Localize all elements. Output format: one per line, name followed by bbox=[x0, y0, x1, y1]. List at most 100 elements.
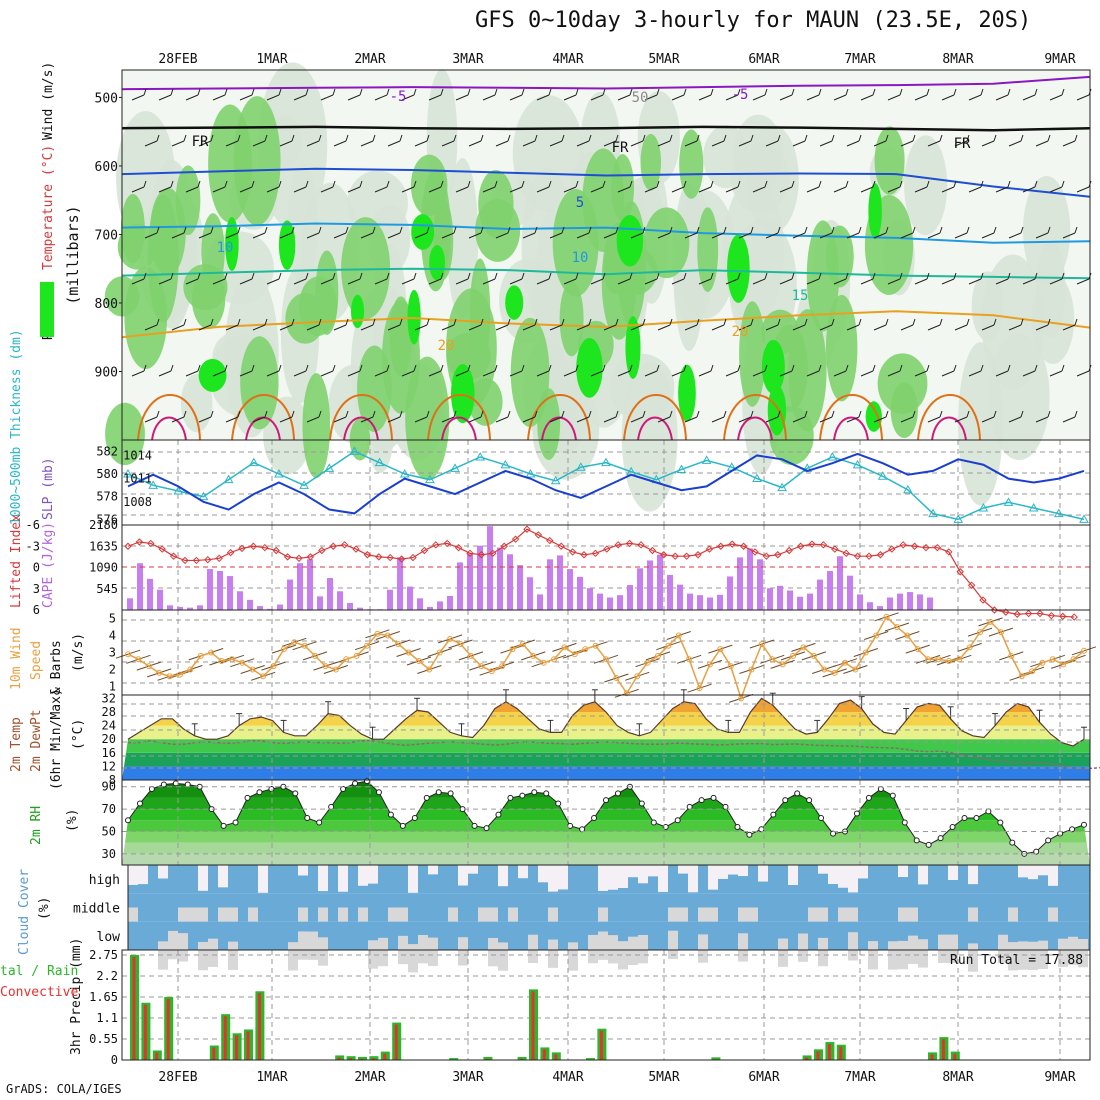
cloud-high-cell bbox=[318, 865, 328, 892]
wind-barb bbox=[617, 278, 631, 285]
wind-barb bbox=[671, 278, 685, 285]
cloud-low-cell bbox=[168, 930, 178, 960]
temp-tick-label: 8 bbox=[109, 773, 116, 787]
cape-bar bbox=[807, 593, 813, 610]
wind-barb bbox=[1022, 186, 1036, 193]
wind-barb bbox=[318, 318, 322, 326]
wind-barb bbox=[642, 318, 646, 326]
wind-barb bbox=[291, 134, 295, 142]
cape-bar bbox=[307, 559, 313, 610]
cape-bar bbox=[787, 590, 793, 610]
wind-barb bbox=[374, 370, 388, 377]
wind-barb bbox=[738, 232, 752, 239]
temp-band bbox=[122, 698, 1090, 712]
wind-speed-point bbox=[343, 656, 350, 663]
wind-speed-point bbox=[842, 659, 848, 666]
wind-speed-point bbox=[239, 659, 246, 666]
rh-point bbox=[507, 794, 514, 801]
wind-barb bbox=[588, 410, 592, 418]
rh-band bbox=[122, 797, 1090, 810]
wind-barb bbox=[629, 88, 633, 96]
wind-speed-point bbox=[384, 632, 391, 639]
cape-bar bbox=[297, 563, 303, 610]
cape-bar bbox=[447, 595, 453, 610]
wind-barb bbox=[576, 324, 590, 331]
contour-label: 10 bbox=[217, 240, 234, 256]
wind-barb bbox=[197, 272, 201, 280]
wind-barb bbox=[224, 180, 228, 188]
wind-barb bbox=[494, 180, 498, 188]
wind-speed-point bbox=[145, 663, 152, 670]
temp-axis-label-2: 2m DewPt bbox=[29, 709, 44, 772]
cloud-axis-label: Cloud Cover bbox=[17, 869, 32, 955]
wind-speed-point bbox=[176, 671, 183, 678]
wind-barb bbox=[414, 324, 428, 331]
wind-barb bbox=[359, 364, 363, 372]
wind-barb bbox=[320, 278, 334, 285]
rh-point bbox=[1081, 821, 1087, 828]
lifted-index-point bbox=[204, 556, 212, 564]
wind-barb bbox=[212, 370, 226, 377]
isotherm-30 bbox=[541, 416, 577, 441]
wind-barb bbox=[750, 134, 754, 142]
pressure-tick-label: 500 bbox=[95, 91, 118, 106]
wind-barb bbox=[548, 88, 552, 96]
wind-barb bbox=[765, 232, 779, 239]
cloud-low-cell bbox=[228, 941, 238, 970]
cape-bar bbox=[777, 585, 783, 610]
lifted-index-point bbox=[181, 556, 189, 565]
wind-barb bbox=[684, 232, 698, 239]
wind-barb bbox=[860, 94, 874, 101]
contour-label: 20 bbox=[732, 324, 749, 340]
wind-barb bbox=[684, 416, 698, 423]
rh-contour-mid bbox=[697, 207, 719, 292]
lifted-index-point bbox=[454, 543, 463, 552]
wind-barb bbox=[968, 370, 982, 377]
lifted-index-point bbox=[682, 552, 691, 560]
x-tick-label-bottom: 3MAR bbox=[452, 1070, 483, 1085]
cloud-high-cell bbox=[258, 865, 268, 893]
thickness-point bbox=[852, 459, 863, 469]
precip-convective-bar bbox=[554, 1054, 558, 1060]
rh-contour-bright bbox=[411, 214, 435, 250]
cape-bar bbox=[667, 574, 673, 610]
wind-barb bbox=[846, 232, 860, 239]
wind-barb bbox=[252, 140, 266, 147]
wind-barb bbox=[374, 94, 388, 101]
rh-point bbox=[531, 789, 538, 796]
cape-bar bbox=[247, 599, 253, 610]
wind-barb bbox=[264, 410, 268, 418]
cape-bar bbox=[827, 571, 833, 610]
rh-contour-mid bbox=[175, 165, 201, 236]
cloud-low-cell bbox=[938, 934, 948, 963]
wind-barb bbox=[507, 226, 511, 234]
thickness-point bbox=[500, 459, 511, 469]
cape-bar bbox=[747, 548, 753, 610]
cape-bar bbox=[227, 576, 233, 610]
wind-barb bbox=[926, 180, 930, 188]
cloud-middle-cell bbox=[738, 907, 748, 922]
rh-contour-mid bbox=[559, 281, 584, 357]
cape-bar bbox=[587, 588, 593, 610]
cape-axis-label: CAPE (J/kg) bbox=[41, 522, 56, 608]
wind-barb bbox=[144, 324, 158, 331]
precip-convective-bar bbox=[246, 1031, 250, 1060]
wind-barb bbox=[588, 226, 592, 234]
lifted-index-point bbox=[796, 542, 805, 550]
wind-barb bbox=[819, 232, 833, 239]
thickness-point bbox=[274, 468, 284, 478]
wind-barb bbox=[279, 324, 293, 331]
precip-convective-bar bbox=[212, 1047, 216, 1060]
wind-barb bbox=[495, 416, 509, 423]
wind-barb bbox=[710, 180, 714, 188]
lifted-index-point bbox=[135, 538, 144, 546]
wind-barb bbox=[507, 318, 511, 326]
wind-barb bbox=[374, 186, 388, 193]
lifted-index-point bbox=[842, 549, 850, 558]
wind-barb bbox=[170, 88, 174, 96]
wind-barb bbox=[966, 226, 970, 234]
wind-barb bbox=[900, 232, 914, 239]
wind-barb bbox=[1008, 416, 1022, 423]
wind-barb bbox=[710, 272, 714, 280]
wind-barb bbox=[698, 278, 712, 285]
